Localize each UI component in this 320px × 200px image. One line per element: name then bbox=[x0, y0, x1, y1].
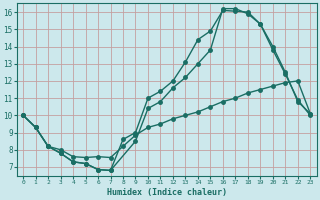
X-axis label: Humidex (Indice chaleur): Humidex (Indice chaleur) bbox=[107, 188, 227, 197]
